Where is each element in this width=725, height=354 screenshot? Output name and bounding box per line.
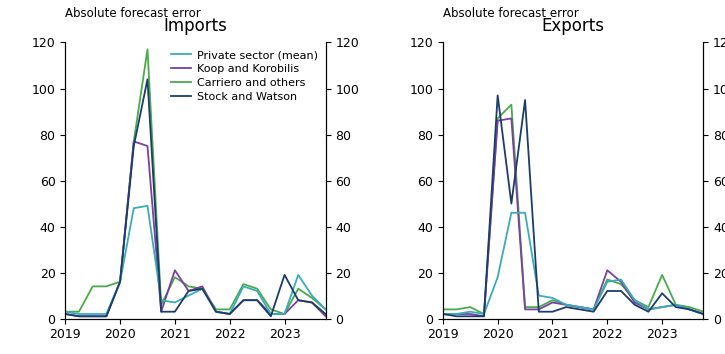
- Text: Absolute forecast error: Absolute forecast error: [443, 7, 579, 19]
- Legend: Private sector (mean), Koop and Korobilis, Carriero and others, Stock and Watson: Private sector (mean), Koop and Korobili…: [169, 48, 320, 104]
- Text: Absolute forecast error: Absolute forecast error: [65, 7, 201, 19]
- Title: Exports: Exports: [542, 17, 605, 35]
- Title: Imports: Imports: [164, 17, 228, 35]
